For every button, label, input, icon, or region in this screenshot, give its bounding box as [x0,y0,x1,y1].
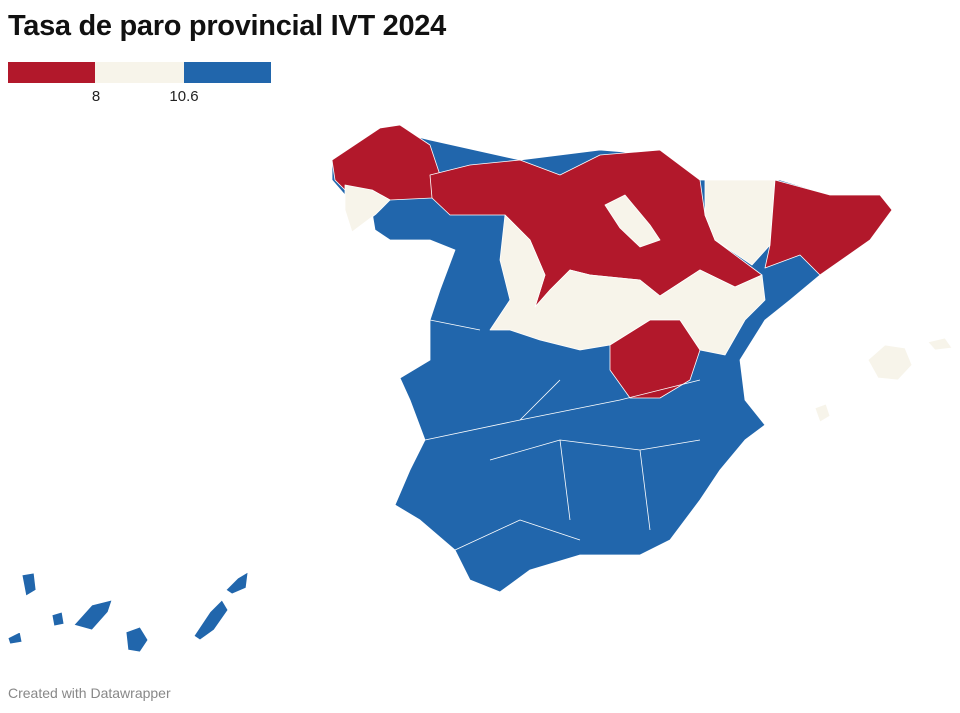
region-low-catalonia[interactable] [764,179,893,276]
legend-break-1: 8 [91,88,101,105]
region-high-lagomera[interactable] [51,611,65,627]
region-mid-burgos[interactable] [604,194,661,248]
region-high-lanzarote[interactable] [225,571,249,595]
region-high-tenerife[interactable] [73,599,113,631]
legend-break-2: 10.6 [169,88,199,105]
region-mid-ibiza[interactable] [814,403,831,423]
region-high-elhierro[interactable] [7,631,23,645]
legend-high [184,62,271,83]
footer-credit: Created with Datawrapper [8,685,171,701]
chart-title: Tasa de paro provincial IVT 2024 [8,10,446,42]
region-low-cuenca[interactable] [609,319,701,399]
region-high-lapalma[interactable] [21,572,37,597]
color-legend: 8 10.6 [8,62,271,106]
region-mid-menorca[interactable] [927,337,953,351]
region-mid-mallorca[interactable] [867,344,913,381]
region-mid-pontevedra[interactable] [344,184,391,233]
legend-low [8,62,95,83]
legend-mid [95,62,184,83]
region-high-grancanaria[interactable] [125,626,149,653]
region-high-fuerteventura[interactable] [193,599,229,641]
province-borders [424,319,701,551]
region-mid-center[interactable] [489,214,766,356]
